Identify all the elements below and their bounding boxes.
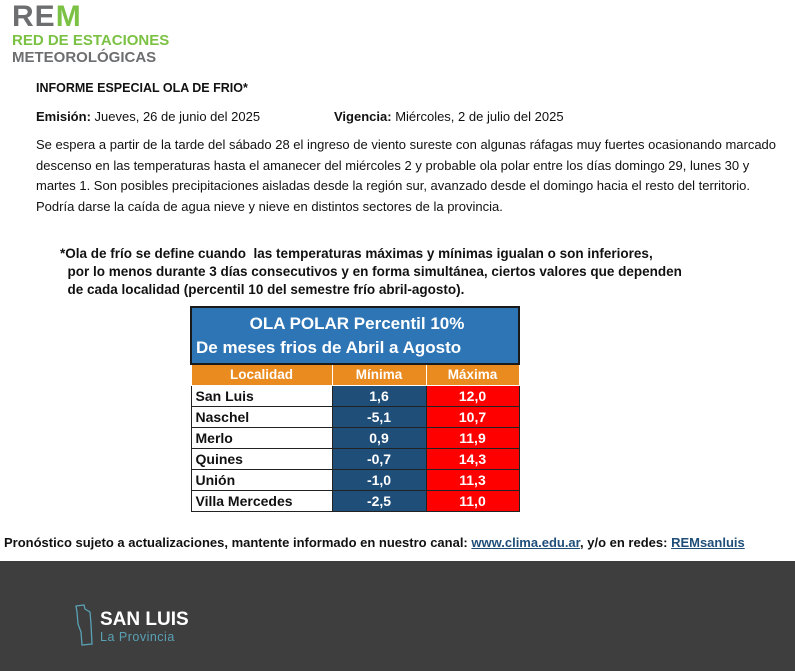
footer-text1: Pronóstico sujeto a actualizaciones, man…: [4, 535, 472, 550]
cell-maxima: 11,0: [425, 489, 520, 512]
cell-maxima: 11,9: [425, 426, 520, 449]
cell-minima: -1,0: [331, 468, 427, 491]
san-luis-logo: SAN LUIS La Provincia: [74, 604, 189, 653]
table-row: San Luis 1,6 12,0: [190, 384, 520, 407]
cell-maxima: 12,0: [425, 384, 520, 407]
rem-logo: REM RED DE ESTACIONES METEOROLÓGICAS: [12, 0, 170, 67]
cell-maxima: 14,3: [425, 447, 520, 470]
emision: Emisión: Jueves, 26 de junio del 2025: [36, 107, 260, 127]
table-row: Quines -0,7 14,3: [190, 447, 520, 470]
percentile-table: OLA POLAR Percentil 10% De meses frios d…: [190, 306, 520, 512]
brand-name: SAN LUIS: [100, 609, 189, 630]
cell-localidad: San Luis: [190, 384, 333, 407]
table-title-line2: De meses frios de Abril a Agosto: [196, 337, 462, 357]
logo-line2: RED DE ESTACIONES: [12, 32, 170, 49]
header-minima: Mínima: [331, 363, 427, 386]
cell-localidad: Villa Mercedes: [190, 489, 333, 512]
table-title: OLA POLAR Percentil 10% De meses frios d…: [190, 306, 520, 365]
logo-rem-gray: RE: [12, 0, 56, 33]
vigencia-value: Miércoles, 2 de julio del 2025: [395, 109, 564, 124]
forecast-paragraph: Se espera a partir de la tarde del sábad…: [36, 137, 777, 214]
brand-sub: La Provincia: [100, 630, 175, 644]
emision-value: Jueves, 26 de junio del 2025: [94, 109, 261, 124]
website-link[interactable]: www.clima.edu.ar: [471, 535, 581, 550]
cell-localidad: Quines: [190, 447, 333, 470]
footer-band: [0, 561, 795, 671]
table-title-line1: OLA POLAR Percentil 10%: [249, 313, 465, 333]
cell-localidad: Naschel: [190, 405, 333, 428]
table-row: Villa Mercedes -2,5 11,0: [190, 489, 520, 512]
logo-rem-green: M: [55, 0, 82, 33]
header-localidad: Localidad: [190, 363, 333, 386]
emision-label: Emisión:: [36, 109, 91, 124]
cell-minima: -2,5: [331, 489, 427, 512]
footer-text2: , y/o en redes:: [580, 535, 672, 550]
logo-line3: METEOROLÓGICAS: [12, 49, 157, 66]
cell-localidad: Merlo: [190, 426, 333, 449]
cell-minima: -5,1: [331, 405, 427, 428]
header-maxima: Máxima: [425, 363, 520, 386]
cell-minima: 0,9: [331, 426, 427, 449]
report-title: INFORME ESPECIAL OLA DE FRIO*: [36, 81, 248, 95]
cell-minima: -0,7: [331, 447, 427, 470]
table-row: Naschel -5,1 10,7: [190, 405, 520, 428]
cell-maxima: 11,3: [425, 468, 520, 491]
table-row: Unión -1,0 11,3: [190, 468, 520, 491]
cell-maxima: 10,7: [425, 405, 520, 428]
cell-localidad: Unión: [190, 468, 333, 491]
cell-minima: 1,6: [331, 384, 427, 407]
social-link[interactable]: REMsanluis: [671, 535, 745, 550]
province-map-icon: [75, 604, 93, 646]
vigencia-label: Vigencia:: [334, 109, 392, 124]
footer-note: Pronóstico sujeto a actualizaciones, man…: [4, 533, 745, 553]
table-row: Merlo 0,9 11,9: [190, 426, 520, 449]
definition-note: *Ola de frío se define cuando las temper…: [60, 246, 682, 297]
vigencia: Vigencia: Miércoles, 2 de julio del 2025: [334, 107, 564, 127]
